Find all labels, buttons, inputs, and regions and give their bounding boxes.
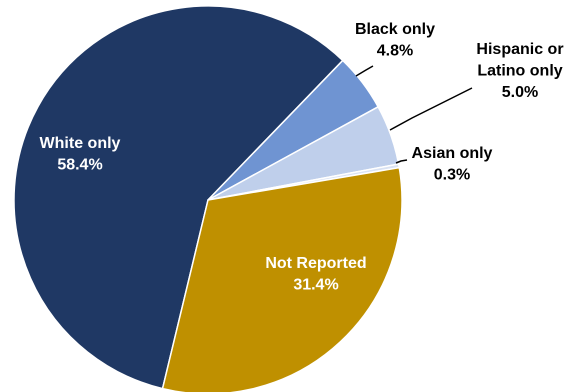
slice-category-label: Latino only [477, 63, 562, 80]
slice-category-label: Asian only [412, 145, 493, 162]
slice-category-label: White only [40, 135, 121, 152]
slice-value-label: 58.4% [57, 157, 102, 174]
pie-slice-not-reported [161, 166, 403, 392]
leader-line-black-only [355, 65, 374, 77]
slice-label-asian-only: Asian only 0.3% [412, 145, 493, 184]
slice-label-not-reported: Not Reported 31.4% [265, 255, 366, 294]
slice-label-white-only: White only 58.4% [40, 135, 121, 174]
slice-value-label: 31.4% [293, 277, 338, 294]
slice-category-label: Hispanic or [476, 41, 563, 58]
slice-category-label: Black only [355, 21, 435, 38]
pie-slice-white-only [13, 5, 344, 390]
slice-label-black-only: Black only 4.8% [355, 21, 435, 60]
leader-line-asian-only [395, 159, 408, 164]
slice-category-label: Not Reported [265, 255, 366, 272]
leader-line-hispanic-or-latino-only [389, 87, 473, 131]
slice-value-label: 0.3% [434, 167, 470, 184]
slice-labels: White only 58.4% Black only 4.8% Hispanic or… [40, 21, 564, 294]
slice-label-hispanic-or-latino-only: Hispanic or Latino only 5.0% [476, 41, 563, 101]
slice-value-label: 5.0% [502, 84, 538, 101]
slice-value-label: 4.8% [377, 43, 413, 60]
leader-lines [355, 65, 473, 164]
pie-slices [13, 5, 403, 392]
